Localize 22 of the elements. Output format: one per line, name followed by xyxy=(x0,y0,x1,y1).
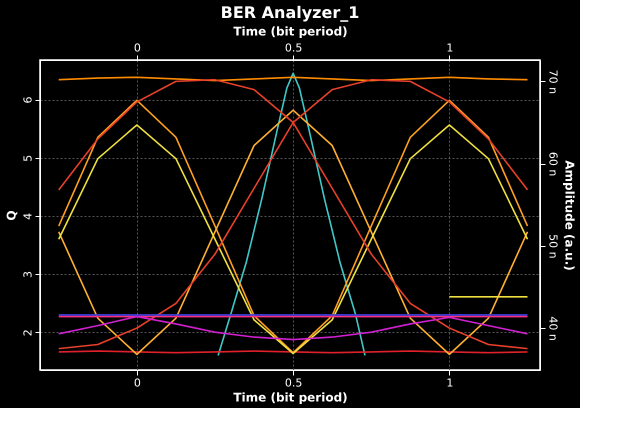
y-tick-label: 3 xyxy=(22,271,34,278)
y-axis-title: Q xyxy=(4,210,18,221)
y2-tick-label: 60 n xyxy=(546,152,560,176)
line-series xyxy=(217,72,366,356)
x-tick-label: 0 xyxy=(134,376,141,390)
y-tick-label: 5 xyxy=(22,154,34,162)
x-tick-label: 1 xyxy=(446,376,454,390)
x2-axis-title: Time (bit period) xyxy=(233,24,348,38)
y2-tick-label: 70 n xyxy=(546,70,560,94)
x-tick-label: 0.5 xyxy=(284,376,302,390)
y2-tick-label: 50 n xyxy=(546,234,560,259)
x2-tick-label: 0 xyxy=(134,42,141,54)
y-tick-label: 2 xyxy=(22,329,34,336)
x2-tick-label: 0.5 xyxy=(284,42,302,54)
y-tick-label: 6 xyxy=(22,96,34,104)
chart-title: BER Analyzer_1 xyxy=(220,3,360,22)
y2-axis-title: Amplitude (a.u.) xyxy=(562,160,576,271)
x2-tick-label: 1 xyxy=(446,42,454,54)
y-tick-label: 4 xyxy=(22,212,34,220)
y2-tick-label: 40 n xyxy=(546,316,560,341)
line-series xyxy=(58,316,528,340)
x-axis-title: Time (bit period) xyxy=(233,390,348,404)
